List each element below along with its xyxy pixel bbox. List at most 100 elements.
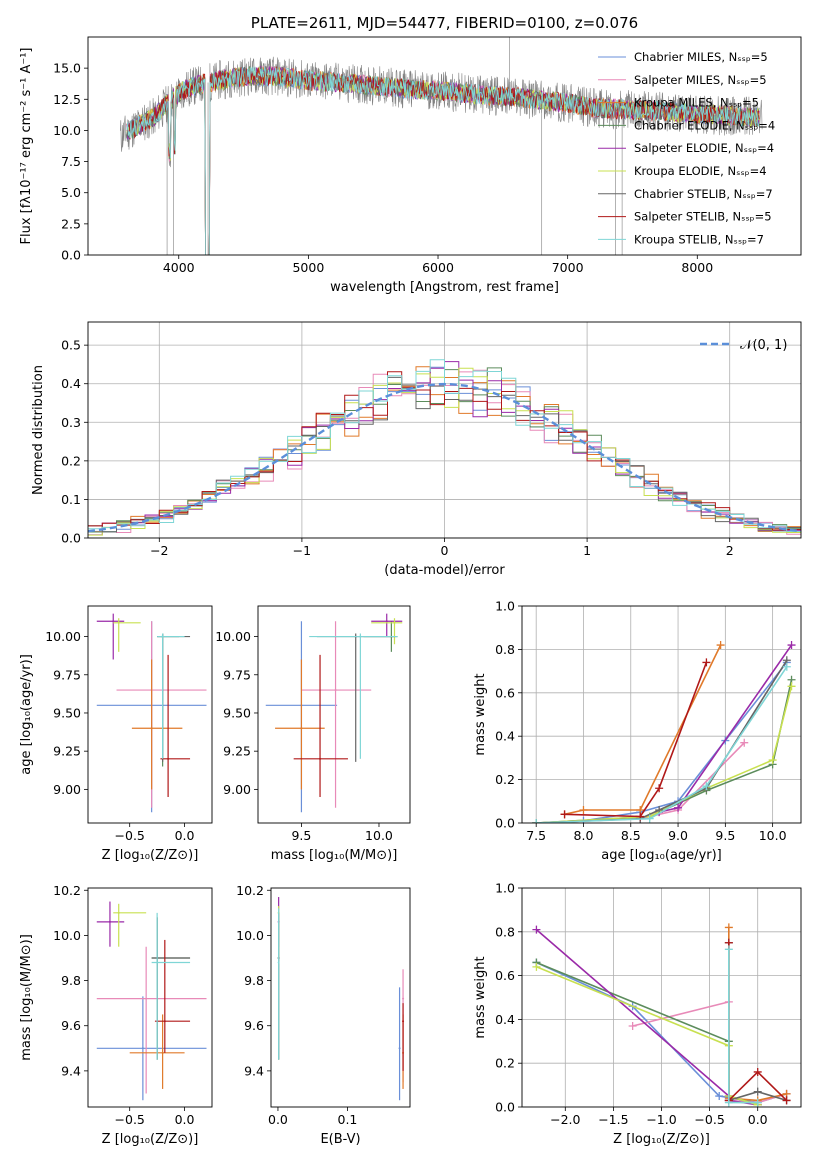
mass_vs_z-point-salpeter_elodie	[108, 920, 111, 923]
spectrum-ytick-label-4: 10.0	[53, 123, 81, 138]
mass_vs_z-ylabel: mass [log₁₀(M/M⊙)]	[19, 934, 34, 1061]
residuals-frame	[87, 321, 802, 539]
mass_vs_z-ytick-label-3: 10.0	[53, 928, 81, 943]
residuals-panel: −2 −1 0 1 2 0.0 0.1 0.2 0.3 0.4 0.5 (data-model)/er…	[31, 321, 802, 578]
weight_vs_age-xtick-label-1: 8.0	[574, 828, 594, 843]
mass_vs_z-point-chabrier_miles	[141, 1047, 144, 1050]
residuals-ytick-label-4: 0.4	[61, 376, 81, 391]
weight_vs_z-marker-salpeter_elodie-0	[532, 925, 541, 934]
legend-label-kroupa_miles: Kroupa MILES, Nₛₛₚ=5	[634, 96, 759, 110]
mass_vs_z-point-salpeter_stelib	[163, 1020, 166, 1023]
weight_vs_age-ylabel: mass weight	[473, 673, 488, 755]
spectrum-ytick-label-0: 0.0	[61, 248, 81, 263]
residuals-xtick-label-1: −1	[293, 543, 311, 558]
spectrum-xtick-label-2: 6000	[422, 260, 454, 275]
spectrum-xtick-label-1: 5000	[292, 260, 324, 275]
residuals-xtick-label-3: 1	[583, 543, 591, 558]
weight_vs_age-xlabel: age [log₁₀(age/yr)]	[601, 848, 722, 863]
weight_vs_z-marker-salpeter_stelib-3	[782, 1096, 791, 1105]
weight_vs_z-marker-chabrier_stelib-2	[753, 1087, 762, 1096]
spectrum-xtick-label-4: 8000	[681, 260, 713, 275]
residuals-normal-curve	[88, 382, 801, 533]
weight_vs_z-xtick-label-4: 0.0	[748, 1112, 768, 1127]
weight_vs_age-marker-kroupa_stelib-1	[645, 814, 654, 823]
weight_vs_z-marker-chabrier_miles-2	[715, 1092, 724, 1101]
weight_vs_z-marker-kroupa_stelib-0	[724, 945, 733, 954]
spectrum-ylabel: Flux [fλ10⁻¹⁷ erg cm⁻² s⁻¹ A⁻¹]	[19, 48, 34, 245]
weight_vs_age-line-kroupa_miles	[564, 644, 722, 816]
legend-label-chabrier_miles: Chabrier MILES, Nₛₛₚ=5	[634, 50, 768, 64]
age_vs_mass-point-salpeter_stelib	[319, 757, 322, 760]
weight_vs_age-marker-kroupa_elodie-3	[768, 756, 777, 765]
age_vs_z-point-salpeter_stelib	[167, 757, 170, 760]
weight_vs_z-ytick-label-2: 0.4	[495, 1012, 515, 1027]
residuals-xtick-label-0: −2	[150, 543, 168, 558]
weight_vs_age-xtick-label-0: 7.5	[526, 828, 546, 843]
mass_vs_z-ytick-label-4: 10.2	[53, 883, 81, 898]
age_vs_z-point-salpeter_elodie	[112, 620, 115, 623]
weight_vs_age-marker-salpeter_stelib-3	[702, 658, 711, 667]
mass_vs_ebv-plot-area	[277, 897, 405, 1101]
mass_vs_z-point-kroupa_elodie	[117, 911, 120, 914]
spectrum-ytick-label-6: 15.0	[53, 61, 81, 76]
age_vs_z-ytick-label-3: 9.75	[53, 667, 81, 682]
age_vs_z-panel: −0.5 0.0 9.00 9.25 9.50 9.75 10.00 Z [log₁₀(Z/Z…	[19, 605, 213, 863]
age_vs_mass-ytick-label-1: 9.25	[223, 744, 251, 759]
legend-label-normal: 𝒩(0, 1)	[740, 338, 787, 353]
weight_vs_z-marker-kroupa_stelib-2	[753, 1098, 762, 1107]
weight_vs_age-ytick-label-0: 0.0	[495, 816, 515, 831]
weight_vs_age-marker-kroupa_miles-3	[716, 641, 725, 650]
weight_vs_z-ytick-label-1: 0.2	[495, 1056, 515, 1071]
mass_vs_ebv-xtick-label-0: 0.0	[268, 1112, 288, 1127]
legend-label-kroupa_stelib: Kroupa STELIB, Nₛₛₚ=7	[634, 232, 764, 246]
weight_vs_age-ytick-label-5: 1.0	[495, 599, 515, 614]
spectrum-legend: Chabrier MILES, Nₛₛₚ=5 Salpeter MILES, Nₛ…	[598, 50, 775, 246]
weight_vs_age-marker-salpeter_stelib-0	[560, 810, 569, 819]
age_vs_mass-xtick-label-0: 9.5	[291, 828, 311, 843]
weight_vs_z-panel: −2.0 −1.5 −1.0 −0.5 0.0 0.0 0.2 0.4 0.6 0.8 1.0 Z […	[473, 881, 802, 1147]
age_vs_mass-ytick-label-4: 10.00	[215, 629, 251, 644]
age_vs_mass-ytick-label-0: 9.00	[223, 782, 251, 797]
weight_vs_age-marker-salpeter_elodie-2	[787, 641, 796, 650]
mass_vs_ebv-point-salpeter_miles	[402, 997, 405, 1000]
weight_vs_age-ytick-label-1: 0.2	[495, 772, 515, 787]
residuals-plot-area	[88, 322, 801, 538]
weight_vs_age-xtick-label-2: 8.5	[621, 828, 641, 843]
spectrum-plot-area	[120, 37, 763, 255]
age_vs_z-ytick-label-1: 9.25	[53, 744, 81, 759]
age_vs_mass-panel: 9.5 10.0 9.00 9.25 9.50 9.75 10.00 mass [log₁₀(…	[215, 605, 411, 863]
weight_vs_z-frame	[521, 887, 802, 1108]
weight_vs_age-marker-kroupa_elodie-4	[787, 682, 796, 691]
weight_vs_age-ytick-label-3: 0.6	[495, 685, 515, 700]
weight_vs_z-marker-salpeter_stelib-2	[753, 1067, 762, 1076]
weight_vs_age-line-kroupa_stelib	[536, 666, 788, 823]
spectrum-ytick-label-1: 2.5	[61, 216, 81, 231]
age_vs_mass-ytick-label-3: 9.75	[223, 667, 251, 682]
weight_vs_z-plot-area	[522, 888, 801, 1107]
age_vs_mass-point-kroupa_miles	[300, 727, 303, 730]
mass_vs_z-ytick-label-1: 9.6	[61, 1018, 81, 1033]
age_vs_z-ytick-label-4: 10.00	[45, 629, 81, 644]
weight_vs_z-xlabel: Z [log₁₀(Z/Z⊙)]	[613, 1132, 710, 1147]
residuals-ytick-label-0: 0.0	[61, 531, 81, 546]
mass_vs_ebv-ytick-label-2: 9.8	[244, 973, 264, 988]
weight_vs_z-ylabel: mass weight	[473, 956, 488, 1038]
weight_vs_age-ytick-label-4: 0.8	[495, 642, 515, 657]
age_vs_z-ytick-label-0: 9.00	[53, 782, 81, 797]
mass_vs_z-xlabel: Z [log₁₀(Z/Z⊙)]	[102, 1132, 199, 1147]
residuals-ylabel: Normed distribution	[31, 365, 46, 495]
spectrum-xtick-label-3: 7000	[552, 260, 584, 275]
legend-label-salpeter_elodie: Salpeter ELODIE, Nₛₛₚ=4	[634, 141, 774, 155]
weight_vs_age-xtick-label-3: 9.0	[668, 828, 688, 843]
residuals-legend: 𝒩(0, 1)	[700, 338, 787, 353]
spectrum-title: PLATE=2611, MJD=54477, FIBERID=0100, z=0…	[251, 14, 638, 32]
mass_vs_ebv-point-kroupa_stelib	[277, 961, 280, 964]
legend-label-kroupa_elodie: Kroupa ELODIE, Nₛₛₚ=4	[634, 164, 767, 178]
spectrum-ytick-label-5: 12.5	[53, 92, 81, 107]
age_vs_z-ytick-label-2: 9.50	[53, 705, 81, 720]
weight_vs_age-plot-area	[522, 606, 801, 823]
mass_vs_z-frame	[87, 887, 213, 1108]
age_vs_mass-frame	[257, 605, 411, 824]
spectrum-panel: 4000 5000 6000 7000 8000 0.0 2.5 5.0 7.5 10.0 12.5…	[19, 14, 802, 295]
mass_vs_ebv-frame	[270, 887, 411, 1108]
